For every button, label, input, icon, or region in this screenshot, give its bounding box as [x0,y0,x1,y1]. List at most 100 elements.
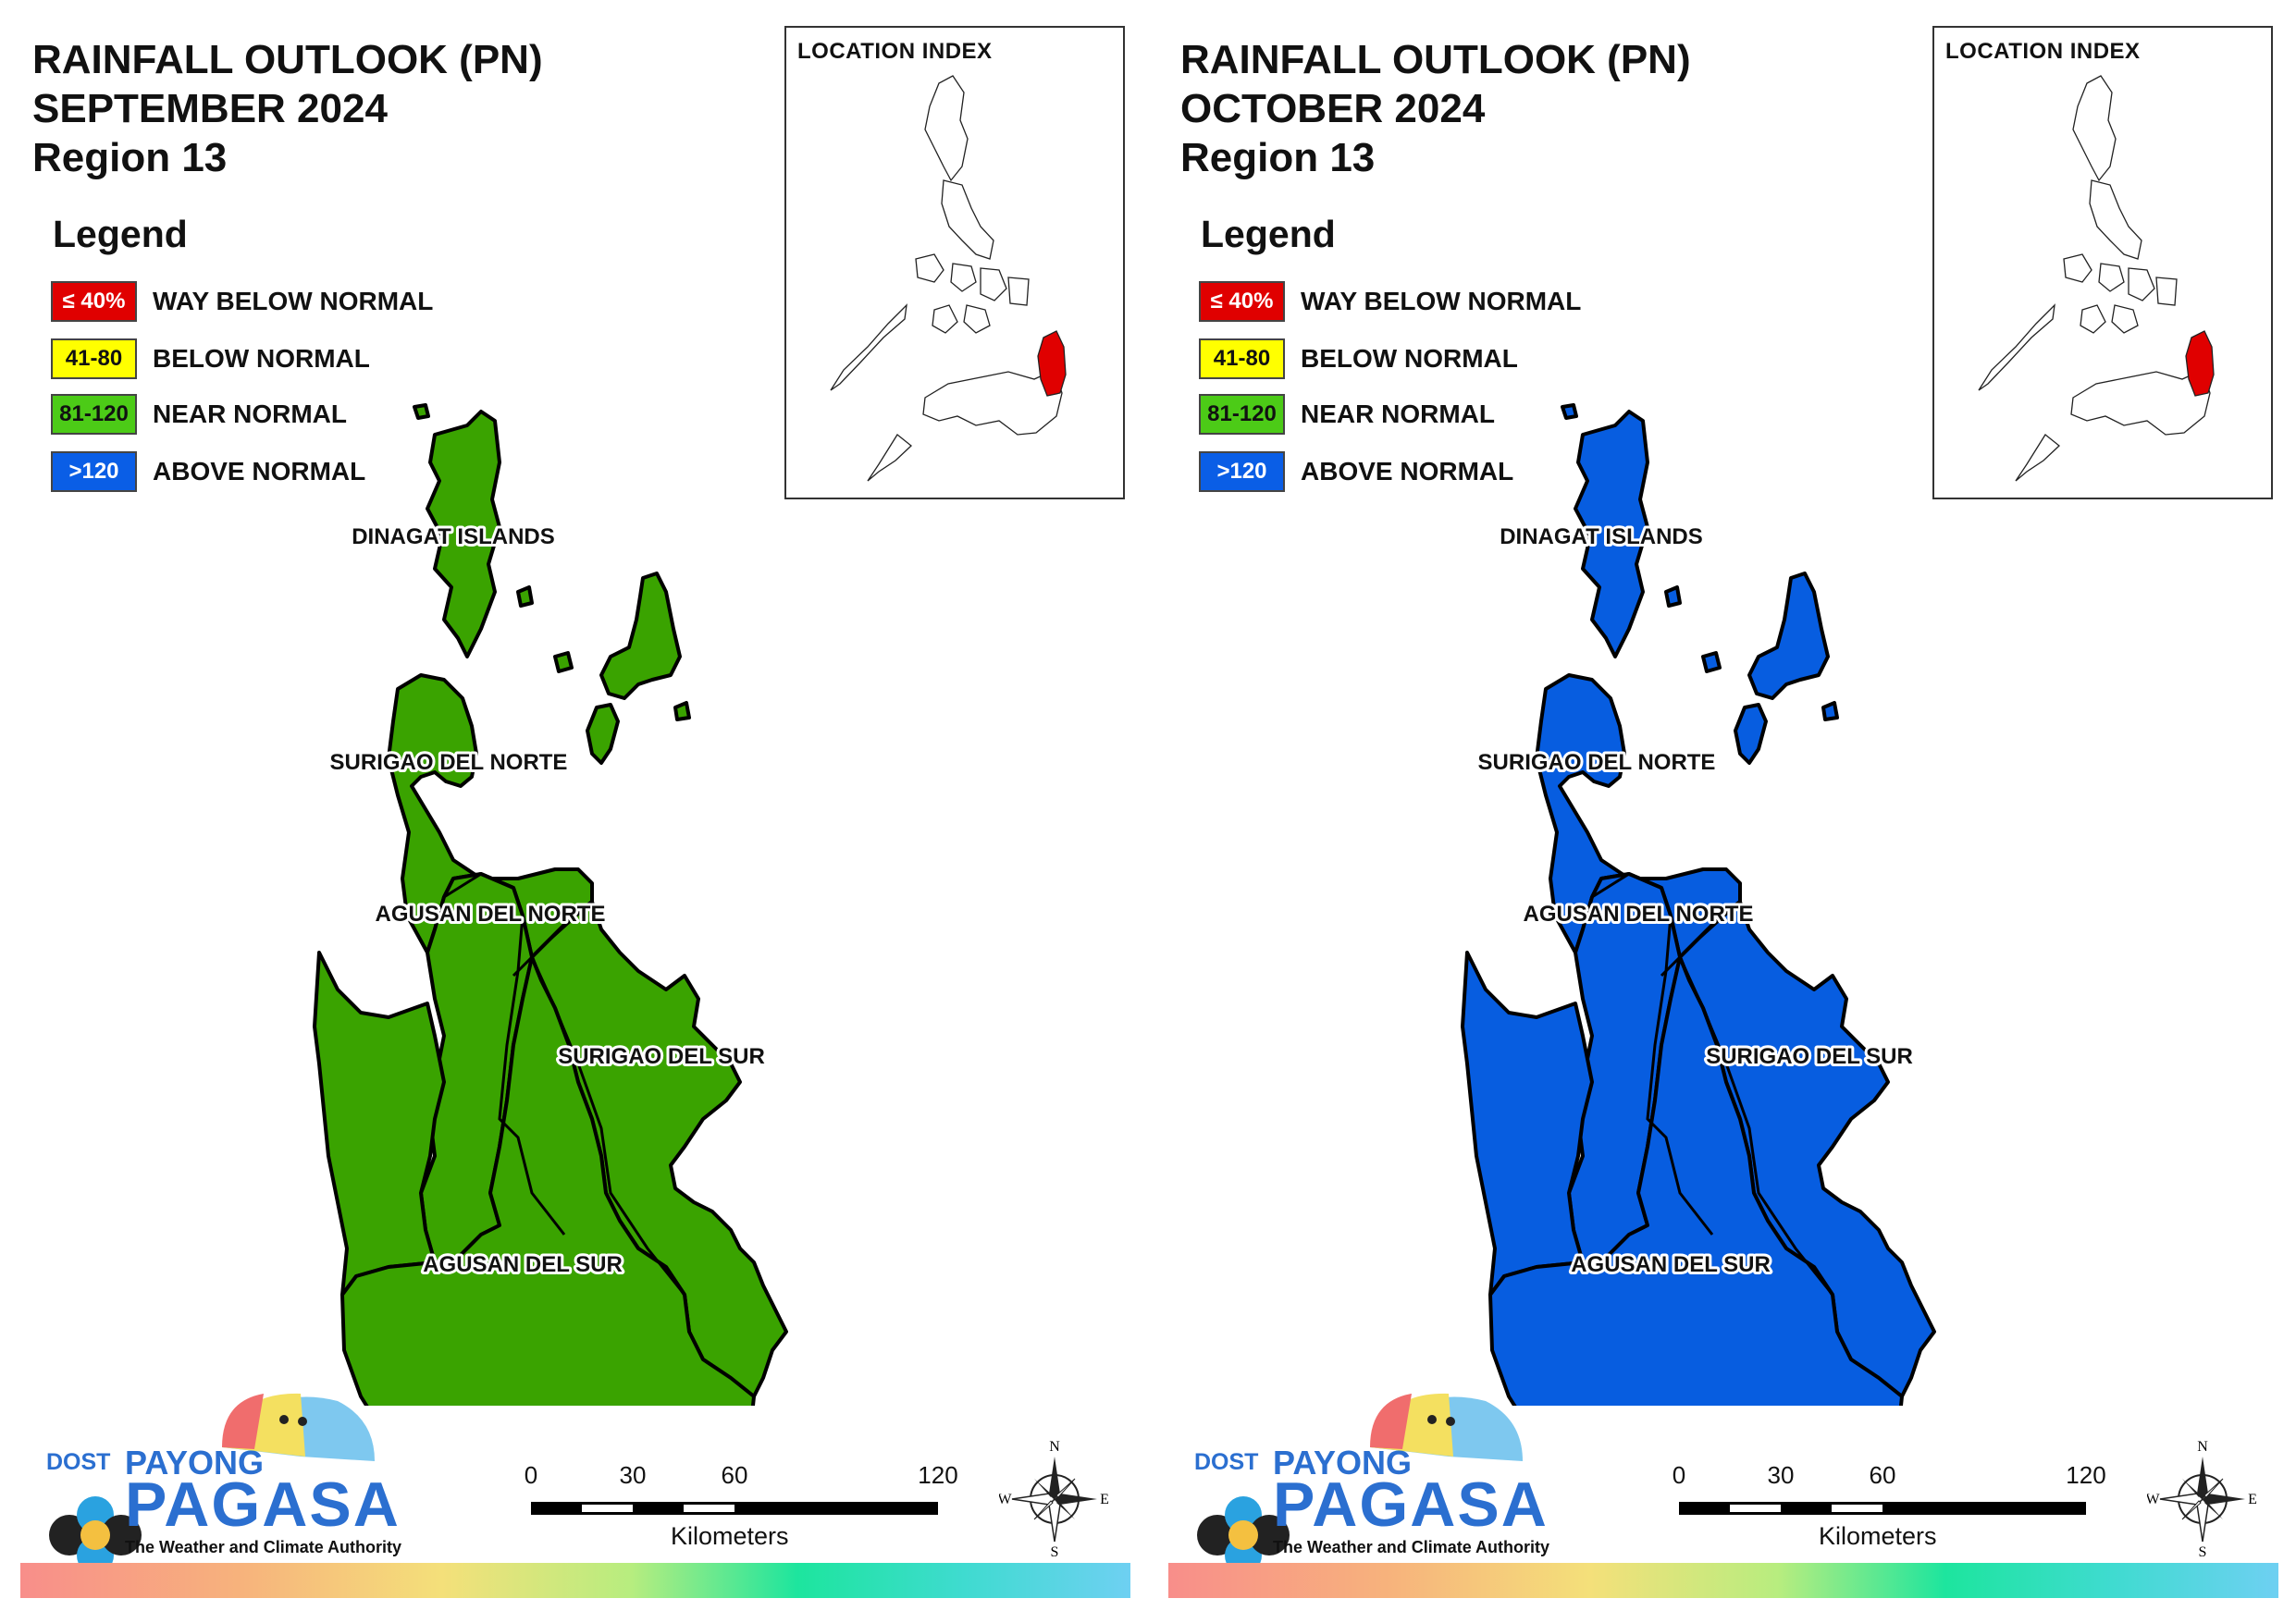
scale-bar: 0 30 60 120 Kilometers [1672,1461,2106,1563]
dinagat-islet [413,403,430,420]
agusan-del-norte-west-shape [313,951,446,1297]
compass-rose-icon: N S E W [997,1439,1109,1560]
umbrella-logo-icon [49,1393,375,1568]
province-boundary [1678,956,1834,1296]
scale-tick-label: 0 [1672,1461,1686,1489]
region-13-highlight [1037,330,1067,397]
legend-swatch: ≤ 40% [1199,281,1285,322]
province-label-dinagat-islands: DINAGAT ISLANDS [352,524,555,549]
logo-pagasa-text: PAGASA [125,1469,401,1540]
map-title: RAINFALL OUTLOOK (PN) SEPTEMBER 2024 Reg… [32,35,543,182]
logo-dost-text: DOST [1194,1449,1259,1475]
september-outlook-panel: RAINFALL OUTLOOK (PN) SEPTEMBER 2024 Reg… [20,26,1130,1598]
province-label-surigao-del-norte: SURIGAO DEL NORTE [1478,750,1716,775]
agusan-del-sur-shape [1488,955,1904,1406]
legend-label: NEAR NORMAL [153,400,347,428]
pagasa-logo: DOST PAYONG PAGASA The Weather and Clima… [1180,1383,1549,1568]
logo-dost-text: DOST [46,1449,111,1475]
legend-item-above-normal: >120 ABOVE NORMAL [1199,449,1513,494]
scale-unit-label: Kilometers [671,1522,789,1550]
map-title: RAINFALL OUTLOOK (PN) OCTOBER 2024 Regio… [1180,35,1691,182]
province-label-agusan-del-norte: AGUSAN DEL NORTE [1524,902,1754,927]
legend-label: WAY BELOW NORMAL [153,287,434,315]
title-line-3: Region 13 [32,135,228,180]
islet [553,651,574,673]
location-index-inset: LOCATION INDEX [1932,26,2273,499]
legend-swatch: ≤ 40% [51,281,137,322]
title-line-2: OCTOBER 2024 [1180,86,1486,131]
legend-heading: Legend [53,213,188,255]
legend-item-below-normal: 41-80 BELOW NORMAL [1199,337,1518,381]
legend-swatch: >120 [51,451,137,492]
compass-s: S [1051,1544,1059,1558]
province-label-dinagat-islands: DINAGAT ISLANDS [1500,524,1703,549]
province-boundary [443,872,566,1236]
dinagat-islands-shape [1574,410,1649,658]
umbrella-logo-icon [1197,1393,1523,1568]
islet [516,585,534,608]
scale-bar-graphic [531,1502,938,1515]
surigao-del-norte-shape [387,673,594,959]
inset-title: LOCATION INDEX [797,39,993,64]
province-boundary [1591,872,1714,1236]
north-arrow-compass: N S E W [997,1438,1110,1560]
region-13-map: DINAGAT ISLANDS SURIGAO DEL NORTE AGUSAN… [1461,403,1936,1406]
province-label-agusan-del-sur: AGUSAN DEL SUR [423,1252,623,1277]
scale-tick-label: 30 [1767,1461,1795,1489]
legend-heading: Legend [1201,213,1336,255]
scale-tick-label: 120 [918,1461,958,1489]
region-13-map: DINAGAT ISLANDS SURIGAO DEL NORTE AGUSAN… [313,403,788,1406]
legend-item-way-below-normal: ≤ 40% WAY BELOW NORMAL [51,279,433,324]
logo-tagline: The Weather and Climate Authority [1273,1538,1550,1556]
compass-w: W [2147,1492,2160,1507]
siargao-island-shape [599,572,682,700]
color-gradient-strip [1168,1563,2278,1598]
pagasa-logo: DOST PAYONG PAGASA The Weather and Clima… [32,1383,401,1568]
legend-label: ABOVE NORMAL [1301,457,1514,486]
province-boundary [530,956,686,1296]
surigao-del-norte-shape [1535,673,1742,959]
islet [1664,585,1682,608]
legend-label: BELOW NORMAL [153,344,370,373]
color-gradient-strip [20,1563,1130,1598]
legend-swatch: 41-80 [1199,338,1285,379]
province-label-surigao-del-sur: SURIGAO DEL SUR [1706,1044,1913,1069]
agusan-del-sur-shape [340,955,756,1406]
compass-n: N [1049,1439,1060,1455]
scale-bar-graphic [1679,1502,2086,1515]
title-line-3: Region 13 [1180,135,1376,180]
province-label-surigao-del-norte: SURIGAO DEL NORTE [330,750,568,775]
philippines-outline-map [830,75,1067,482]
agusan-del-norte-west-shape [1461,951,1594,1297]
scale-tick-label: 60 [1869,1461,1896,1489]
title-line-1: RAINFALL OUTLOOK (PN) [32,37,543,82]
scale-tick-label: 60 [721,1461,748,1489]
bucas-grande-shape [586,703,620,765]
dinagat-islands-shape [426,410,501,658]
compass-e: E [1100,1492,1109,1507]
compass-rose-icon: N S E W [2145,1439,2257,1560]
legend-label: ABOVE NORMAL [153,457,366,486]
logo-payong-text: PAYONG [1273,1444,1413,1482]
legend-swatch: >120 [1199,451,1285,492]
legend-label: NEAR NORMAL [1301,400,1495,428]
inset-title: LOCATION INDEX [1945,39,2141,64]
legend-item-near-normal: 81-120 NEAR NORMAL [1199,392,1495,436]
legend-swatch: 81-120 [1199,394,1285,435]
compass-n: N [2197,1439,2208,1455]
compass-e: E [2248,1492,2257,1507]
province-boundary [512,900,594,977]
logo-pagasa-text: PAGASA [1273,1469,1549,1540]
islet [1701,651,1722,673]
siargao-island-shape [1747,572,1830,700]
bucas-grande-shape [1734,703,1768,765]
legend-swatch: 81-120 [51,394,137,435]
october-outlook-panel: RAINFALL OUTLOOK (PN) OCTOBER 2024 Regio… [1148,0,2296,1623]
logo-payong-text: PAYONG [125,1444,265,1482]
legend-item-below-normal: 41-80 BELOW NORMAL [51,337,370,381]
islet [673,701,691,721]
title-line-1: RAINFALL OUTLOOK (PN) [1180,37,1691,82]
philippines-outline-map [1978,75,2215,482]
legend-swatch: 41-80 [51,338,137,379]
scale-tick-label: 30 [619,1461,647,1489]
